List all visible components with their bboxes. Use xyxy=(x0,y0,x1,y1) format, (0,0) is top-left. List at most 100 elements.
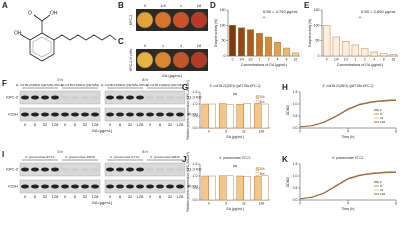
well xyxy=(136,11,154,29)
band xyxy=(41,184,49,189)
strain-label: E. coli BL21(DE3) /(pET28a) xyxy=(146,83,184,87)
band xyxy=(116,167,124,172)
band xyxy=(61,95,69,100)
bar xyxy=(201,175,209,201)
atom-label: OH xyxy=(50,10,58,16)
bar xyxy=(361,48,369,57)
legend-label: 128 xyxy=(380,192,385,196)
blot-strip xyxy=(104,179,186,194)
band xyxy=(41,112,49,117)
row-label: ICDH xyxy=(8,112,18,117)
bar xyxy=(208,103,216,129)
x-tick-label: 32 xyxy=(242,201,246,205)
panel-label: G xyxy=(182,83,188,92)
panel-label: J xyxy=(182,155,186,164)
legend-swatch xyxy=(255,172,260,176)
bar xyxy=(243,103,251,129)
band xyxy=(21,112,29,117)
annotation: ns xyxy=(233,91,237,96)
bar xyxy=(256,33,263,57)
band xyxy=(176,95,184,100)
band xyxy=(146,167,154,172)
legend-swatch xyxy=(255,167,260,171)
x-tick-label: 4 xyxy=(277,57,279,61)
band xyxy=(136,167,144,172)
chemical-structure xyxy=(19,14,117,62)
band xyxy=(71,112,79,117)
bar xyxy=(219,103,227,129)
x-tick-label: 0 xyxy=(208,201,210,205)
band xyxy=(136,95,144,100)
blot-strip xyxy=(104,162,186,177)
band xyxy=(106,112,114,117)
band xyxy=(81,167,89,172)
x-tick-label: 0 xyxy=(208,129,210,133)
y-tick-label: 0 xyxy=(224,54,226,58)
band xyxy=(146,112,154,117)
lane-label: 8 xyxy=(34,194,37,199)
x-tick-label: 4 xyxy=(373,57,375,61)
band xyxy=(31,112,39,117)
bar xyxy=(226,175,234,201)
bar xyxy=(208,175,216,201)
legend-label: 8 xyxy=(380,112,382,116)
band xyxy=(146,95,154,100)
size-label: 46 KD xyxy=(187,112,198,117)
chart-title: E. coli BL21(DE3) /(pET28a-KPC-2) xyxy=(323,84,374,88)
concentration-label: 1/4 xyxy=(160,3,166,8)
legend-label: 0 h xyxy=(260,95,265,99)
lane-label: 0 xyxy=(149,122,152,127)
blot-strip xyxy=(104,107,186,122)
blot-strip xyxy=(104,90,186,105)
legend-label: 128 xyxy=(380,120,385,124)
band xyxy=(176,184,184,189)
bar xyxy=(389,54,397,57)
band xyxy=(116,184,124,189)
size-label: 31.3 KD xyxy=(187,167,202,172)
legend-label: 0 h xyxy=(260,167,265,171)
band xyxy=(51,95,59,100)
panel-label: B xyxy=(118,1,124,10)
strain-label: K. pneumoniae ST-C1 xyxy=(25,155,55,159)
figure: A OH O OH B C F I KPC-2 0 1/4 1 16 KPC-2 in c… xyxy=(2,1,398,212)
x-tick-label: 0 xyxy=(299,201,301,205)
bar xyxy=(380,53,388,57)
bar xyxy=(261,175,269,201)
lane-label: 32 xyxy=(83,194,88,199)
band xyxy=(136,112,144,117)
well xyxy=(190,51,208,69)
x-tick-label: 8 xyxy=(395,129,397,133)
series-line xyxy=(299,172,397,200)
x-tick-label: 0 xyxy=(299,129,301,133)
bar xyxy=(229,25,236,57)
y-tick-label: 50 xyxy=(222,39,226,43)
lane-label: 8 xyxy=(119,194,122,199)
y-tick-label: 0.0 xyxy=(193,126,198,130)
x-tick-label: 1/4 xyxy=(239,57,244,61)
band xyxy=(21,167,29,172)
atom-label: O xyxy=(28,10,32,16)
concentration-label: 0 xyxy=(144,43,147,48)
bar xyxy=(236,104,244,129)
band xyxy=(71,167,79,172)
band xyxy=(41,95,49,100)
band xyxy=(166,95,174,100)
x-tick-label: 1/4 xyxy=(334,57,339,61)
y-tick-label: 0.0 xyxy=(293,198,298,202)
y-tick-label: 1.5 xyxy=(193,162,198,166)
lane-label: 32 xyxy=(43,122,48,127)
band xyxy=(61,184,69,189)
concentration-label: 1 xyxy=(162,43,165,48)
size-label: 31.3 KD xyxy=(187,95,202,100)
band xyxy=(51,167,59,172)
band xyxy=(176,112,184,117)
blot-strip xyxy=(19,179,101,194)
atom-label: OH xyxy=(14,30,22,36)
x-tick-label: 4 xyxy=(347,129,349,133)
significance: ** xyxy=(358,15,362,20)
band xyxy=(106,95,114,100)
lane-label: 128 xyxy=(52,122,59,127)
y-tick-label: 0.5 xyxy=(193,186,198,190)
lane-label: 32 xyxy=(128,194,133,199)
y-tick-label: 1.5 xyxy=(193,90,198,94)
